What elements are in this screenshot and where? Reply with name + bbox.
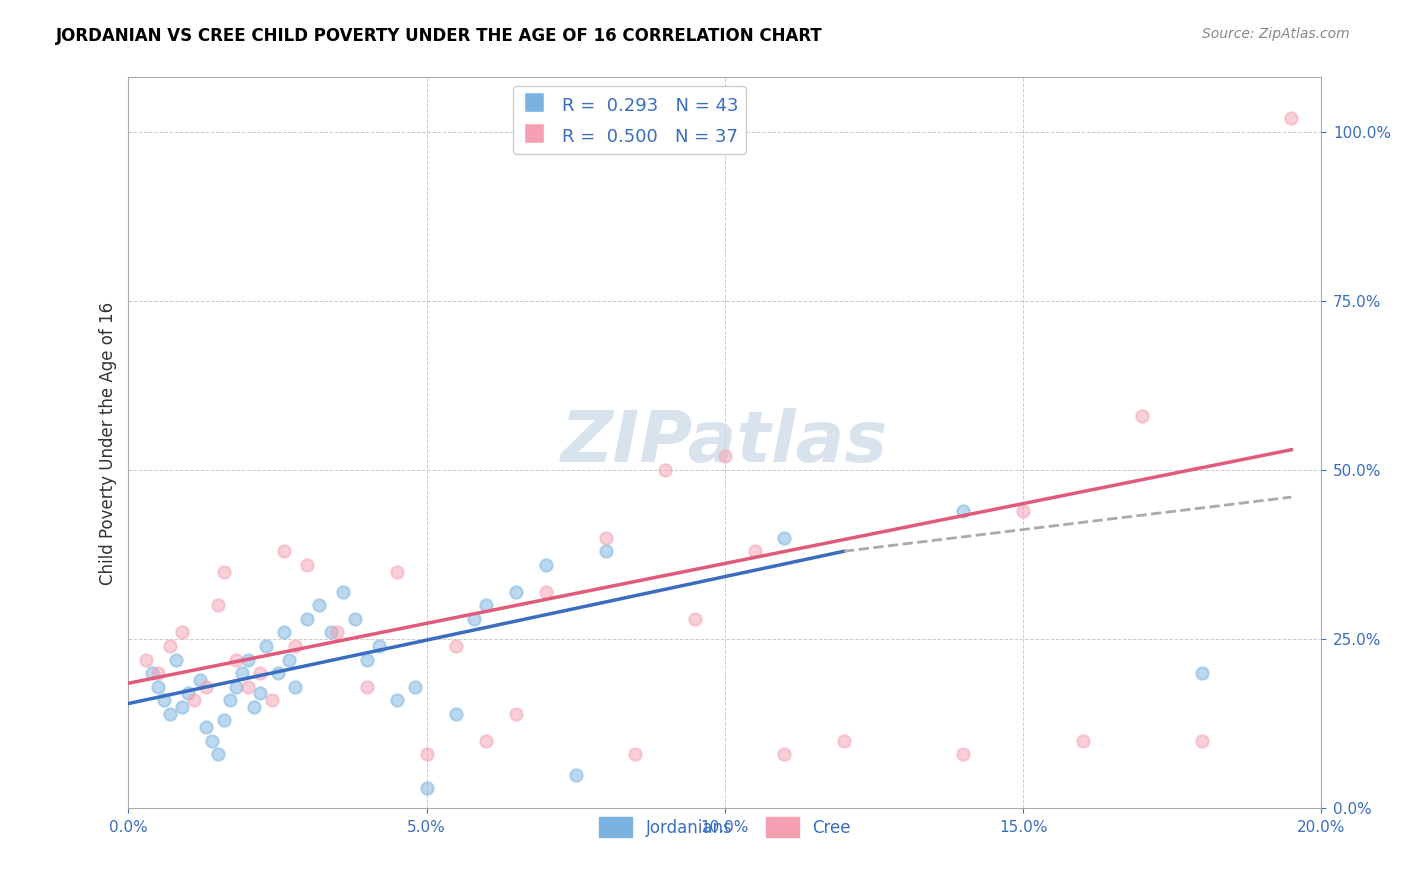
Cree (273, 544, 295, 558)
Jordanians (231, 666, 253, 681)
Jordanians (266, 666, 288, 681)
Cree (326, 625, 349, 640)
Jordanians (212, 714, 235, 728)
Cree (744, 544, 766, 558)
Jordanians (321, 625, 343, 640)
Cree (183, 693, 205, 707)
Jordanians (1191, 666, 1213, 681)
Cree (356, 680, 378, 694)
Jordanians (332, 585, 354, 599)
Jordanians (236, 652, 259, 666)
Cree (212, 565, 235, 579)
Jordanians (148, 680, 170, 694)
Jordanians (153, 693, 176, 707)
Cree (1279, 111, 1302, 125)
Cree (284, 639, 307, 653)
Text: Source: ZipAtlas.com: Source: ZipAtlas.com (1202, 27, 1350, 41)
Jordanians (595, 544, 617, 558)
Cree (1012, 503, 1035, 517)
Text: ZIPatlas: ZIPatlas (561, 409, 889, 477)
Cree (1071, 733, 1094, 747)
Cree (683, 612, 706, 626)
Cree (1130, 409, 1153, 423)
Jordanians (218, 693, 240, 707)
Jordanians (249, 686, 271, 700)
Jordanians (195, 720, 218, 734)
Jordanians (225, 680, 247, 694)
Cree (415, 747, 437, 762)
Cree (505, 706, 527, 721)
Jordanians (385, 693, 408, 707)
Cree (207, 599, 229, 613)
Jordanians (368, 639, 391, 653)
Jordanians (534, 558, 557, 572)
Jordanians (564, 767, 586, 781)
Jordanians (308, 599, 330, 613)
Jordanians (172, 700, 194, 714)
Jordanians (278, 652, 301, 666)
Jordanians (284, 680, 307, 694)
Cree (832, 733, 855, 747)
Jordanians (159, 706, 181, 721)
Jordanians (415, 781, 437, 796)
Jordanians (297, 612, 319, 626)
Jordanians (404, 680, 426, 694)
Jordanians (254, 639, 277, 653)
Jordanians (475, 599, 498, 613)
Cree (1191, 733, 1213, 747)
Jordanians (201, 733, 224, 747)
Jordanians (141, 666, 163, 681)
Cree (260, 693, 283, 707)
Jordanians (463, 612, 485, 626)
Cree (236, 680, 259, 694)
Cree (654, 463, 676, 477)
Jordanians (773, 531, 796, 545)
Cree (773, 747, 796, 762)
Y-axis label: Child Poverty Under the Age of 16: Child Poverty Under the Age of 16 (100, 301, 117, 584)
Jordanians (344, 612, 367, 626)
Jordanians (273, 625, 295, 640)
Cree (297, 558, 319, 572)
Cree (135, 652, 157, 666)
Jordanians (505, 585, 527, 599)
Jordanians (446, 706, 468, 721)
Jordanians (356, 652, 378, 666)
Jordanians (207, 747, 229, 762)
Cree (159, 639, 181, 653)
Jordanians (177, 686, 200, 700)
Jordanians (188, 673, 211, 687)
Cree (249, 666, 271, 681)
Cree (195, 680, 218, 694)
Cree (624, 747, 647, 762)
Text: JORDANIAN VS CREE CHILD POVERTY UNDER THE AGE OF 16 CORRELATION CHART: JORDANIAN VS CREE CHILD POVERTY UNDER TH… (56, 27, 823, 45)
Cree (595, 531, 617, 545)
Cree (225, 652, 247, 666)
Cree (446, 639, 468, 653)
Cree (714, 450, 737, 464)
Jordanians (165, 652, 187, 666)
Jordanians (242, 700, 264, 714)
Cree (385, 565, 408, 579)
Jordanians (952, 503, 974, 517)
Cree (475, 733, 498, 747)
Cree (952, 747, 974, 762)
Cree (148, 666, 170, 681)
Cree (534, 585, 557, 599)
Legend: Jordanians, Cree: Jordanians, Cree (592, 810, 858, 844)
Cree (172, 625, 194, 640)
